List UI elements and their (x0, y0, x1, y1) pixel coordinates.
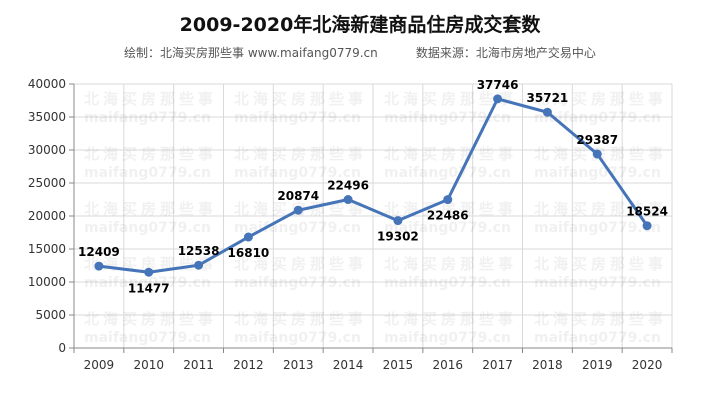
y-tick-label: 35000 (28, 110, 66, 124)
data-label: 11477 (128, 281, 170, 295)
watermark-text: 北海买房那些事 (384, 255, 517, 273)
y-tick-label: 5000 (35, 308, 66, 322)
data-point (542, 107, 552, 117)
x-tick-label: 2018 (532, 358, 563, 372)
data-point (343, 195, 353, 205)
watermark-text: 北海买房那些事 (234, 90, 367, 108)
watermark-text: maifang0779.cn (234, 220, 361, 236)
x-tick-label: 2009 (84, 358, 115, 372)
watermark-text: maifang0779.cn (234, 275, 361, 291)
watermark-text: maifang0779.cn (234, 110, 361, 126)
y-tick-label: 20000 (28, 209, 66, 223)
chart-title: 2009-2020年北海新建商品住房成交套数 (179, 14, 541, 36)
watermark-text: 北海买房那些事 (84, 200, 217, 218)
x-tick-label: 2011 (183, 358, 214, 372)
watermark-text: 北海买房那些事 (534, 90, 667, 108)
watermark-text: 北海买房那些事 (234, 255, 367, 273)
watermark-text: 北海买房那些事 (534, 310, 667, 328)
x-tick-label: 2020 (632, 358, 663, 372)
x-tick-label: 2010 (133, 358, 164, 372)
y-tick-label: 30000 (28, 143, 66, 157)
watermark-text: 北海买房那些事 (384, 145, 517, 163)
x-tick-label: 2016 (432, 358, 463, 372)
data-point (194, 260, 204, 270)
watermark-text: 北海买房那些事 (84, 145, 217, 163)
subtitle-author: 绘制：北海买房那些事 www.maifang0779.cn (124, 46, 378, 60)
data-point (94, 261, 104, 271)
watermark-text: maifang0779.cn (534, 165, 661, 181)
watermark-text: 北海买房那些事 (384, 310, 517, 328)
data-label: 19302 (377, 230, 419, 244)
data-label: 12538 (178, 244, 220, 258)
data-point (592, 149, 602, 159)
data-point (443, 195, 453, 205)
data-point (243, 232, 253, 242)
x-tick-label: 2019 (582, 358, 613, 372)
data-label: 20874 (277, 189, 319, 203)
watermark-text: maifang0779.cn (84, 275, 211, 291)
watermark-text: maifang0779.cn (84, 330, 211, 346)
watermark-text: maifang0779.cn (84, 110, 211, 126)
watermark-text: maifang0779.cn (384, 275, 511, 291)
data-point (493, 94, 503, 104)
x-tick-label: 2013 (283, 358, 314, 372)
data-label: 18524 (626, 205, 668, 219)
watermark-text: maifang0779.cn (534, 330, 661, 346)
data-label: 12409 (78, 245, 120, 259)
watermark-text: 北海买房那些事 (84, 90, 217, 108)
x-tick-label: 2015 (383, 358, 414, 372)
watermark-text: 北海买房那些事 (234, 310, 367, 328)
watermark-text: maifang0779.cn (534, 275, 661, 291)
watermark-text: 北海买房那些事 (84, 310, 217, 328)
data-point (293, 205, 303, 215)
data-label: 29387 (576, 133, 618, 147)
watermark-text: maifang0779.cn (384, 220, 511, 236)
data-label: 37746 (477, 78, 519, 92)
subtitle-source: 数据来源：北海市房地产交易中心 (415, 46, 596, 60)
watermark-text: 北海买房那些事 (384, 90, 517, 108)
x-tick-label: 2014 (333, 358, 364, 372)
data-point (144, 267, 154, 277)
data-label: 35721 (527, 91, 569, 105)
y-tick-label: 15000 (28, 242, 66, 256)
x-tick-label: 2012 (233, 358, 264, 372)
data-point (393, 216, 403, 226)
data-label: 22496 (327, 179, 369, 193)
watermark-text: maifang0779.cn (384, 110, 511, 126)
y-tick-label: 10000 (28, 275, 66, 289)
watermark-text: maifang0779.cn (534, 110, 661, 126)
data-label: 22486 (427, 209, 469, 223)
watermark-text: maifang0779.cn (234, 330, 361, 346)
watermark-text: maifang0779.cn (84, 165, 211, 181)
data-label: 16810 (228, 246, 270, 260)
watermark-text: 北海买房那些事 (534, 255, 667, 273)
watermark-text: maifang0779.cn (84, 220, 211, 236)
watermark-text: maifang0779.cn (384, 165, 511, 181)
watermark-text: maifang0779.cn (384, 330, 511, 346)
watermark-text: 北海买房那些事 (234, 145, 367, 163)
data-point (642, 221, 652, 231)
watermark-text: maifang0779.cn (534, 220, 661, 236)
y-tick-label: 0 (58, 341, 66, 355)
chart-subtitle: 绘制：北海买房那些事 www.maifang0779.cn 数据来源：北海市房地… (0, 44, 720, 61)
series-line (98, 97, 649, 274)
y-tick-label: 25000 (28, 176, 66, 190)
y-tick-label: 40000 (28, 77, 66, 91)
x-tick-label: 2017 (482, 358, 513, 372)
watermark-text: maifang0779.cn (234, 165, 361, 181)
